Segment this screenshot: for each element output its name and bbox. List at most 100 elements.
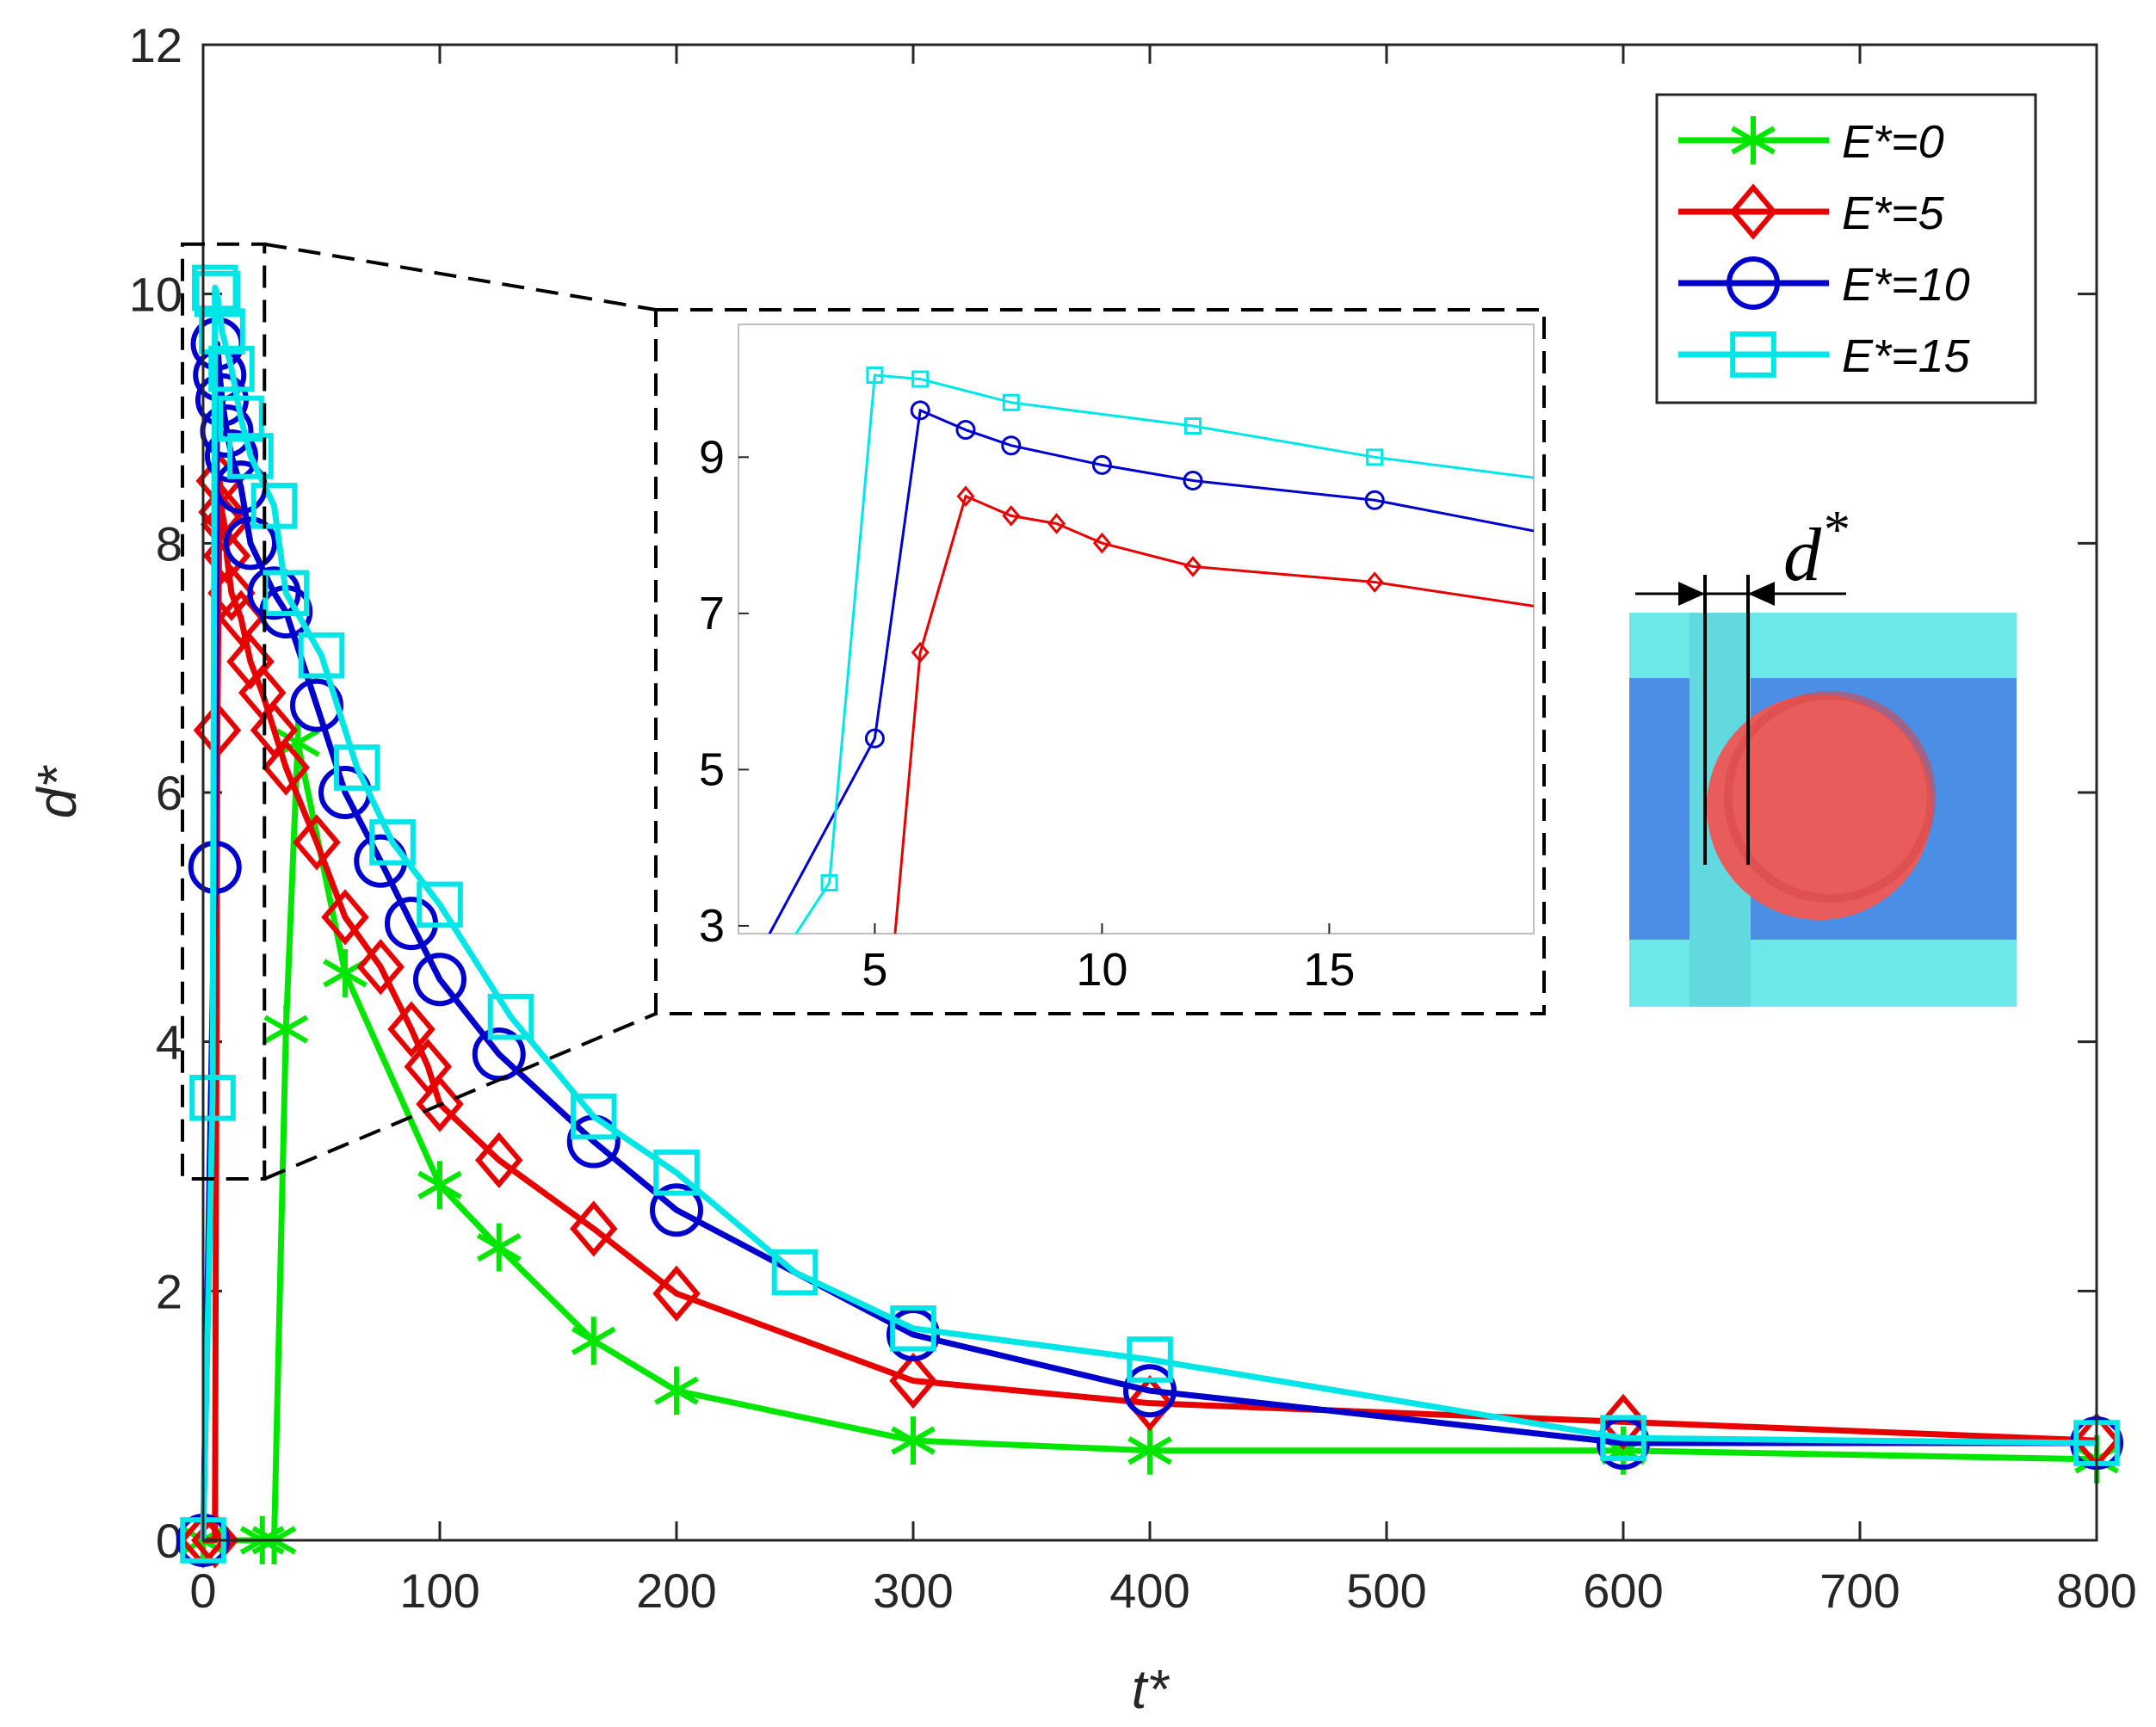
- data-point: [1127, 1336, 1173, 1383]
- zoom-connector-bottom: [263, 1012, 657, 1181]
- asterisk-stroke: [1127, 1436, 1172, 1465]
- inset-data-point: [1091, 454, 1112, 475]
- x-tick-label: 0: [189, 1564, 216, 1618]
- x-tick-labels: 0 100 200 300 400 500 600 700 800: [189, 1564, 2136, 1618]
- inset-data-point: [864, 728, 885, 749]
- x-axis-label: t*: [1132, 1658, 1171, 1720]
- legend-marker: [1731, 116, 1776, 164]
- legend-box: [1655, 93, 2037, 404]
- data-point: [650, 1183, 703, 1237]
- asterisk-stroke: [891, 1426, 936, 1455]
- data-point: [571, 1317, 616, 1366]
- droplet-schematic: d*: [1629, 501, 2017, 1007]
- arrow-right-icon: [1748, 582, 1775, 606]
- circle-shape: [1001, 435, 1022, 456]
- square-shape: [189, 1075, 236, 1121]
- square-shape: [866, 367, 884, 384]
- diamond-shape: [956, 485, 975, 508]
- y-tick-label: 8: [156, 516, 182, 571]
- inset-series-line: [893, 494, 1534, 934]
- asterisk-stroke: [417, 1170, 462, 1200]
- inset-series-line: [794, 373, 1534, 934]
- inset-data-point: [1001, 435, 1022, 456]
- inset-data-point: [911, 370, 930, 388]
- data-point: [199, 308, 245, 355]
- square-shape: [199, 308, 245, 355]
- data-point: [262, 739, 310, 796]
- inset-y-tick-label: 7: [699, 588, 725, 639]
- y-tick-label: 12: [129, 18, 182, 72]
- asterisk-stroke: [571, 1326, 616, 1355]
- d-label-main: d: [1783, 514, 1822, 597]
- inset-y-tick-label: 3: [699, 900, 725, 952]
- inset-y-tick-label: 5: [699, 743, 725, 795]
- y-tick-label: 6: [156, 766, 182, 820]
- inset-data-point: [911, 641, 930, 663]
- inset-data-point: [866, 367, 884, 384]
- diamond-shape: [1365, 571, 1384, 593]
- data-point: [653, 1149, 700, 1196]
- data-point: [890, 1305, 936, 1352]
- square-shape: [1127, 1336, 1173, 1383]
- inset-data-point: [820, 874, 838, 891]
- square-shape: [771, 1249, 819, 1296]
- diamond-shape: [911, 641, 930, 663]
- circle-shape: [1091, 454, 1112, 475]
- square-shape: [1600, 1415, 1646, 1462]
- data-point: [1600, 1415, 1646, 1462]
- data-point: [413, 953, 466, 1007]
- diamond-shape: [889, 1352, 937, 1409]
- inset-series-e5: [893, 485, 1534, 934]
- legend-items: E*=0 E*=5 E*=10 E*=15: [1678, 116, 1971, 382]
- data-point: [290, 678, 343, 732]
- inset-data-point: [1364, 490, 1385, 510]
- inset-data-point: [910, 400, 930, 421]
- square-shape: [369, 819, 416, 866]
- x-tick-label: 300: [873, 1564, 953, 1618]
- data-point: [293, 814, 341, 871]
- circle-shape: [413, 953, 466, 1007]
- data-point: [417, 1161, 462, 1210]
- diamond-shape: [652, 1265, 701, 1322]
- zoom-indicator: [181, 242, 657, 1181]
- square-shape: [208, 345, 255, 392]
- legend-marker: [1729, 183, 1777, 240]
- data-point: [298, 632, 345, 679]
- diamond-shape: [356, 939, 405, 996]
- inset-data-point: [1184, 417, 1202, 435]
- data-point: [652, 1265, 701, 1322]
- data-point: [475, 1132, 523, 1188]
- d-label-sup: *: [1821, 501, 1848, 559]
- asterisk-stroke: [1731, 126, 1776, 155]
- data-point: [570, 1200, 618, 1257]
- diamond-shape: [1047, 513, 1066, 534]
- main-axes-box: [201, 43, 2098, 1542]
- x-tick-label: 400: [1109, 1564, 1189, 1618]
- x-tick-label: 800: [2056, 1564, 2136, 1618]
- inset-x-tick-label: 5: [862, 944, 887, 996]
- inset-series-e15: [794, 367, 1534, 934]
- data-point: [654, 1366, 699, 1416]
- square-shape: [227, 433, 274, 479]
- inset-data-point: [1002, 505, 1021, 527]
- inset-data-point: [1183, 556, 1202, 577]
- inset-series: [768, 367, 1534, 934]
- data-point: [369, 819, 416, 866]
- legend-item: E*=15: [1678, 330, 1971, 382]
- circle-shape: [290, 678, 343, 732]
- data-point: [205, 429, 258, 483]
- x-tick-label: 600: [1583, 1564, 1663, 1618]
- circle-shape: [1183, 471, 1203, 491]
- circle-shape: [955, 420, 976, 441]
- data-point: [356, 939, 405, 996]
- legend-marker: [1730, 331, 1776, 378]
- legend-label: E*=0: [1842, 116, 1944, 168]
- legend-item: E*=0: [1678, 116, 1944, 168]
- circle-shape: [1123, 1364, 1177, 1418]
- data-point: [263, 1005, 309, 1054]
- x-tick-label: 100: [399, 1564, 479, 1618]
- d-star-label: d*: [1783, 501, 1848, 597]
- schematic-block-top: [1629, 678, 1690, 940]
